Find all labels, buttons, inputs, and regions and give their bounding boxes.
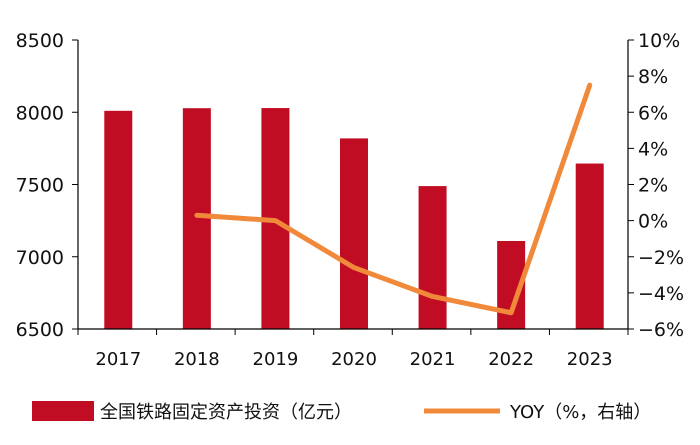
left-tick-label: 6500 xyxy=(16,319,64,341)
right-tick-label: −6% xyxy=(638,319,684,341)
legend-line-label: YOY（%，右轴） xyxy=(509,402,651,423)
x-tick-label: 2021 xyxy=(410,349,456,370)
bar-2020 xyxy=(340,138,368,329)
bar-2017 xyxy=(104,111,132,329)
right-tick-label: 4% xyxy=(638,138,668,160)
x-tick-label: 2018 xyxy=(174,349,220,370)
right-tick-label: 0% xyxy=(638,211,668,233)
yoy-line xyxy=(197,85,590,313)
right-tick-label: 10% xyxy=(638,30,680,52)
right-tick-label: 8% xyxy=(638,66,668,88)
bar-2023 xyxy=(576,164,604,329)
x-tick-label: 2023 xyxy=(567,349,613,370)
x-tick-label: 2020 xyxy=(331,349,377,370)
x-tick-label: 2017 xyxy=(95,349,141,370)
bar-2021 xyxy=(419,186,447,329)
left-tick-label: 7000 xyxy=(16,247,64,269)
legend-bar-label: 全国铁路固定资产投资（亿元） xyxy=(100,402,352,423)
right-tick-label: 6% xyxy=(638,102,668,124)
left-tick-label: 8500 xyxy=(16,30,64,52)
bars-group xyxy=(104,108,603,329)
right-tick-label: −2% xyxy=(638,247,684,269)
right-tick-label: −4% xyxy=(638,283,684,305)
line-group xyxy=(197,85,590,313)
x-tick-label: 2019 xyxy=(253,349,299,370)
x-tick-label: 2022 xyxy=(488,349,534,370)
left-tick-label: 8000 xyxy=(16,102,64,124)
left-tick-label: 7500 xyxy=(16,175,64,197)
bar-2018 xyxy=(183,108,211,329)
right-tick-label: 2% xyxy=(638,175,668,197)
legend: 全国铁路固定资产投资（亿元） YOY（%，右轴） xyxy=(32,401,651,423)
legend-bar-swatch xyxy=(32,401,94,421)
